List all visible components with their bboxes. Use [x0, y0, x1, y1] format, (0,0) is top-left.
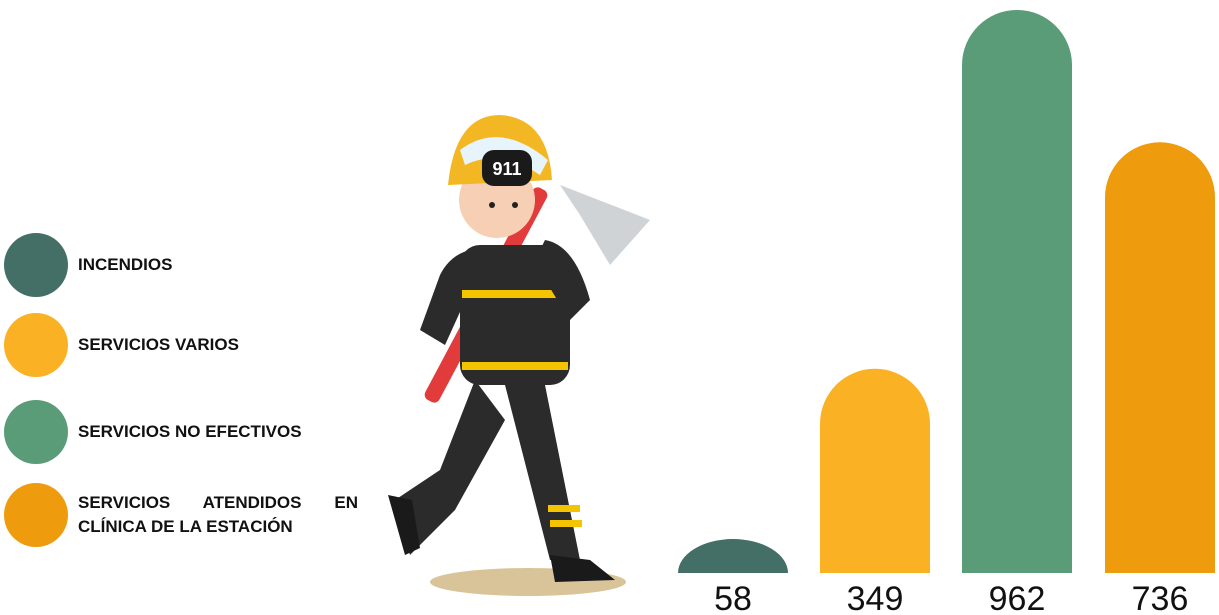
bar [962, 10, 1072, 573]
legend-swatch [4, 313, 68, 377]
legend-item: INCENDIOS [4, 233, 358, 297]
firefighter-illustration: 911 [388, 115, 650, 596]
value-label: 349 [847, 580, 904, 615]
value-label: 736 [1132, 580, 1189, 615]
bar [1105, 142, 1215, 573]
legend-label: INCENDIOS [78, 255, 173, 274]
legend-label: SERVICIOS VARIOS [78, 335, 239, 354]
legend-item: SERVICIOS ATENDIDOS EN CLÍNICA DE LA EST… [4, 483, 358, 547]
legend-swatch [4, 400, 68, 464]
svg-text:911: 911 [492, 159, 521, 179]
legend: INCENDIOS SERVICIOS VARIOS SERVICIOS NO EF… [4, 0, 364, 615]
bar [820, 368, 930, 573]
value-label: 962 [989, 580, 1046, 615]
bar [678, 539, 788, 573]
value-label: 58 [714, 580, 752, 615]
legend-item: SERVICIOS NO EFECTIVOS [4, 400, 358, 464]
legend-label: SERVICIOS ATENDIDOS EN CLÍNICA DE LA EST… [78, 493, 358, 536]
legend-item: SERVICIOS VARIOS [4, 313, 358, 377]
legend-swatch [4, 483, 68, 547]
legend-label: SERVICIOS NO EFECTIVOS [78, 422, 302, 441]
legend-swatch [4, 233, 68, 297]
